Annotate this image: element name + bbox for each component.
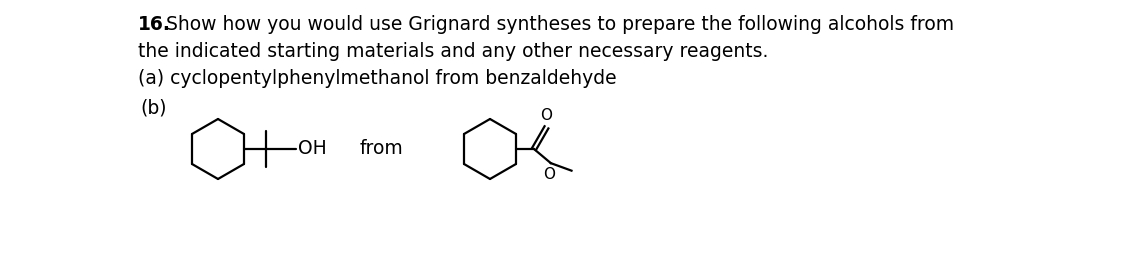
- Text: (b): (b): [140, 99, 166, 118]
- Text: (a) cyclopentylphenylmethanol from benzaldehyde: (a) cyclopentylphenylmethanol from benza…: [138, 69, 616, 88]
- Text: the indicated starting materials and any other necessary reagents.: the indicated starting materials and any…: [138, 42, 768, 61]
- Text: O: O: [540, 108, 552, 123]
- Text: from: from: [360, 139, 404, 159]
- Text: O: O: [543, 167, 555, 182]
- Text: 16.: 16.: [138, 15, 171, 34]
- Text: OH: OH: [298, 139, 326, 159]
- Text: Show how you would use Grignard syntheses to prepare the following alcohols from: Show how you would use Grignard synthese…: [160, 15, 954, 34]
